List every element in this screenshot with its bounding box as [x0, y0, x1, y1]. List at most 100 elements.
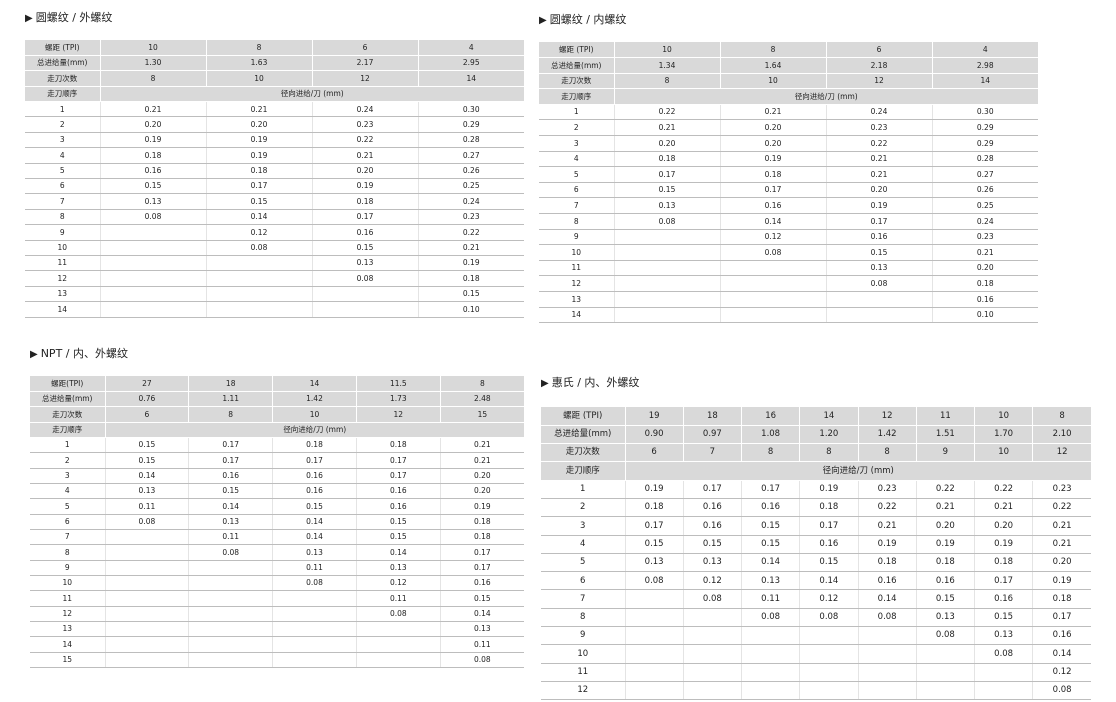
feed-value: 0.15	[272, 498, 357, 515]
feed-value	[720, 291, 827, 308]
header-cell: 8	[741, 443, 801, 463]
feed-value	[614, 244, 721, 261]
header-cell: 14	[932, 73, 1038, 90]
feed-value	[100, 286, 207, 303]
feed-value: 0.16	[100, 163, 207, 180]
feed-value: 0.27	[932, 166, 1038, 183]
feed-value	[188, 652, 274, 669]
pass-number: 13	[539, 291, 615, 308]
feed-value: 0.20	[100, 116, 207, 133]
pass-number: 1	[541, 480, 626, 499]
feed-value: 0.18	[720, 166, 827, 183]
feed-value: 0.17	[188, 437, 274, 454]
feed-value	[272, 652, 357, 669]
table-row: 12 0.08 0.18	[25, 270, 524, 287]
feed-value	[799, 644, 859, 664]
table-row: 7 0.13 0.15 0.18 0.24	[25, 193, 524, 210]
pass-number: 14	[539, 307, 615, 324]
header-cell: 12	[826, 73, 933, 90]
header-cell: 10	[720, 73, 827, 90]
feed-value	[799, 626, 859, 646]
feed-value: 0.21	[826, 166, 933, 183]
feed-value	[614, 229, 721, 246]
feed-value: 0.15	[100, 178, 207, 195]
row-label: 总进给量(mm)	[541, 425, 626, 445]
thread-table-npt: 螺距(TPI) 27 18 14 11.5 8 总进给量(mm) 0.76 1.11 1.42 1.…	[30, 376, 524, 669]
pass-number: 10	[25, 240, 101, 256]
pitch-row: 螺距 (TPI) 10 8 6 4	[25, 40, 524, 56]
feed-value: 0.08	[105, 514, 190, 530]
table-row: 9 0.08 0.13 0.16	[541, 626, 1091, 646]
header-cell: 1.51	[916, 425, 976, 445]
feed-value: 0.13	[974, 626, 1034, 646]
header-cell: 15	[440, 406, 524, 423]
feed-value: 0.17	[625, 516, 684, 536]
feed-value: 0.11	[272, 560, 357, 576]
pass-number: 10	[30, 575, 106, 592]
feed-value: 0.16	[741, 498, 801, 518]
feed-value: 0.25	[932, 197, 1038, 215]
header-cell: 1.08	[741, 425, 801, 445]
feed-value: 0.20	[974, 516, 1034, 536]
feed-value: 0.14	[188, 498, 274, 515]
header-cell: 8	[614, 73, 721, 90]
feed-value	[206, 301, 313, 318]
table-row: 2 0.20 0.20 0.23 0.29	[25, 116, 524, 133]
feed-value: 0.17	[272, 452, 357, 469]
feed-value	[206, 255, 313, 272]
table-row: 2 0.15 0.17 0.17 0.17 0.21	[30, 452, 524, 469]
header-cell: 14	[418, 70, 524, 87]
feed-value: 0.17	[206, 178, 313, 195]
pass-number: 5	[541, 553, 626, 573]
feed-value: 0.18	[312, 193, 419, 210]
feed-value	[916, 663, 976, 682]
header-cell: 2.98	[932, 57, 1038, 74]
table-row: 8 0.08 0.14 0.17 0.24	[539, 213, 1038, 230]
pass-number: 10	[541, 644, 626, 664]
header-cell: 8	[206, 40, 313, 56]
feed-value	[105, 560, 190, 576]
header-cell: 2.17	[312, 55, 419, 72]
pass-number: 5	[539, 166, 615, 183]
header-cell: 1.73	[356, 391, 441, 408]
pass-number: 13	[25, 286, 101, 303]
feed-value	[974, 681, 1034, 701]
feed-value: 0.14	[206, 209, 313, 226]
feed-value: 0.20	[312, 163, 419, 180]
feed-value	[625, 626, 684, 646]
feed-value	[826, 291, 933, 308]
feed-value: 0.27	[418, 147, 524, 164]
header-cell: 16	[741, 407, 801, 426]
pass-number: 7	[30, 529, 106, 546]
header-cell: 8	[720, 42, 827, 59]
feed-value: 0.10	[932, 307, 1038, 324]
feed-value	[272, 636, 357, 653]
feed-value: 0.14	[105, 468, 190, 484]
table-row: 10 0.08 0.15 0.21	[539, 244, 1038, 261]
section-title-round-external: ▶ 圆螺纹 / 外螺纹	[25, 11, 113, 24]
table-row: 2 0.18 0.16 0.16 0.18 0.22 0.21 0.21 0.22	[541, 498, 1091, 518]
header-cell: 9	[916, 443, 976, 463]
feed-value: 0.17	[356, 468, 441, 484]
feed-value	[741, 644, 801, 664]
feed-value	[188, 560, 274, 576]
table-row: 14 0.10	[25, 301, 524, 318]
feed-value: 0.08	[720, 244, 827, 261]
header-cell: 1.70	[974, 425, 1034, 445]
table-row: 8 0.08 0.08 0.08 0.13 0.15 0.17	[541, 608, 1091, 628]
feed-value: 0.19	[312, 178, 419, 195]
order-row: 走刀顺序 径向进给/刀 (mm)	[25, 86, 524, 103]
header-cell: 10	[206, 70, 313, 87]
header-cell: 1.42	[272, 391, 357, 408]
feed-value	[188, 636, 274, 653]
feed-value: 0.16	[858, 571, 917, 591]
table-row: 4 0.18 0.19 0.21 0.28	[539, 151, 1038, 168]
feed-value: 0.19	[1032, 571, 1091, 591]
table-row: 9 0.12 0.16 0.23	[539, 229, 1038, 246]
header-cell: 12	[312, 70, 419, 87]
feed-value	[683, 626, 743, 646]
feed-value: 0.10	[418, 301, 524, 318]
feed-value: 0.13	[826, 260, 933, 277]
table-row: 13 0.13	[30, 621, 524, 638]
table-row: 14 0.11	[30, 636, 524, 653]
